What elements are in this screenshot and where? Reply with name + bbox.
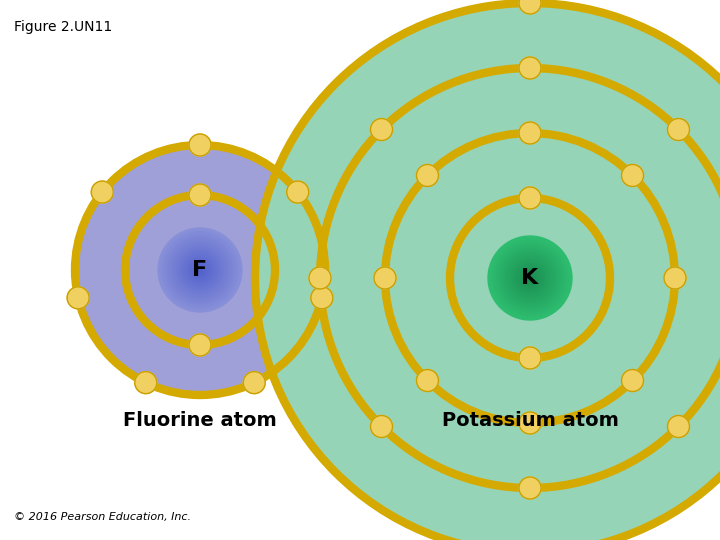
- Circle shape: [518, 265, 543, 291]
- Circle shape: [511, 259, 549, 297]
- Circle shape: [374, 267, 396, 289]
- Circle shape: [135, 372, 157, 394]
- Circle shape: [621, 369, 644, 392]
- Circle shape: [198, 268, 202, 272]
- Text: Potassium atom: Potassium atom: [441, 410, 618, 429]
- Text: © 2016 Pearson Education, Inc.: © 2016 Pearson Education, Inc.: [14, 512, 191, 522]
- Circle shape: [516, 264, 545, 293]
- Circle shape: [519, 412, 541, 434]
- Circle shape: [175, 245, 225, 295]
- Circle shape: [125, 195, 275, 345]
- Circle shape: [528, 276, 532, 280]
- Circle shape: [162, 232, 238, 308]
- Text: F: F: [192, 260, 207, 280]
- Circle shape: [621, 165, 644, 186]
- Circle shape: [520, 267, 541, 288]
- Circle shape: [67, 287, 89, 309]
- Circle shape: [311, 287, 333, 309]
- Circle shape: [507, 255, 553, 301]
- Circle shape: [416, 165, 438, 186]
- Circle shape: [160, 230, 240, 310]
- Circle shape: [488, 236, 572, 320]
- Circle shape: [519, 0, 541, 14]
- Circle shape: [255, 3, 720, 540]
- Circle shape: [179, 249, 221, 291]
- Circle shape: [664, 267, 686, 289]
- Circle shape: [187, 258, 212, 282]
- Circle shape: [166, 237, 233, 303]
- Circle shape: [385, 133, 675, 423]
- Circle shape: [667, 415, 690, 437]
- Circle shape: [495, 242, 566, 314]
- Circle shape: [185, 255, 215, 285]
- Circle shape: [189, 184, 211, 206]
- Circle shape: [164, 234, 235, 306]
- Circle shape: [371, 118, 392, 140]
- Circle shape: [371, 415, 392, 437]
- Circle shape: [196, 266, 204, 274]
- Circle shape: [490, 238, 570, 318]
- Circle shape: [521, 269, 539, 286]
- Circle shape: [158, 228, 242, 312]
- Circle shape: [189, 334, 211, 356]
- Circle shape: [309, 267, 331, 289]
- Circle shape: [416, 369, 438, 392]
- Circle shape: [450, 198, 610, 358]
- Text: Fluorine atom: Fluorine atom: [123, 410, 277, 429]
- Circle shape: [192, 261, 208, 279]
- Circle shape: [500, 248, 559, 307]
- Circle shape: [320, 68, 720, 488]
- Circle shape: [523, 272, 536, 284]
- Circle shape: [503, 251, 557, 305]
- Circle shape: [498, 246, 562, 309]
- Circle shape: [509, 257, 551, 299]
- Circle shape: [526, 274, 534, 282]
- Circle shape: [287, 181, 309, 203]
- Circle shape: [519, 477, 541, 499]
- Circle shape: [183, 253, 217, 287]
- Circle shape: [168, 239, 232, 301]
- Circle shape: [189, 260, 210, 280]
- Circle shape: [177, 247, 223, 293]
- Circle shape: [194, 264, 207, 276]
- Circle shape: [667, 118, 690, 140]
- Circle shape: [181, 251, 219, 289]
- Circle shape: [513, 261, 546, 295]
- Circle shape: [243, 372, 265, 394]
- Circle shape: [519, 57, 541, 79]
- Circle shape: [75, 145, 325, 395]
- Circle shape: [173, 242, 228, 298]
- Circle shape: [91, 181, 113, 203]
- Text: K: K: [521, 268, 539, 288]
- Circle shape: [519, 187, 541, 209]
- Text: Figure 2.UN11: Figure 2.UN11: [14, 20, 112, 34]
- Circle shape: [492, 240, 568, 316]
- Circle shape: [519, 122, 541, 144]
- Circle shape: [496, 245, 564, 312]
- Circle shape: [189, 134, 211, 156]
- Circle shape: [519, 347, 541, 369]
- Circle shape: [171, 241, 230, 299]
- Circle shape: [505, 253, 555, 303]
